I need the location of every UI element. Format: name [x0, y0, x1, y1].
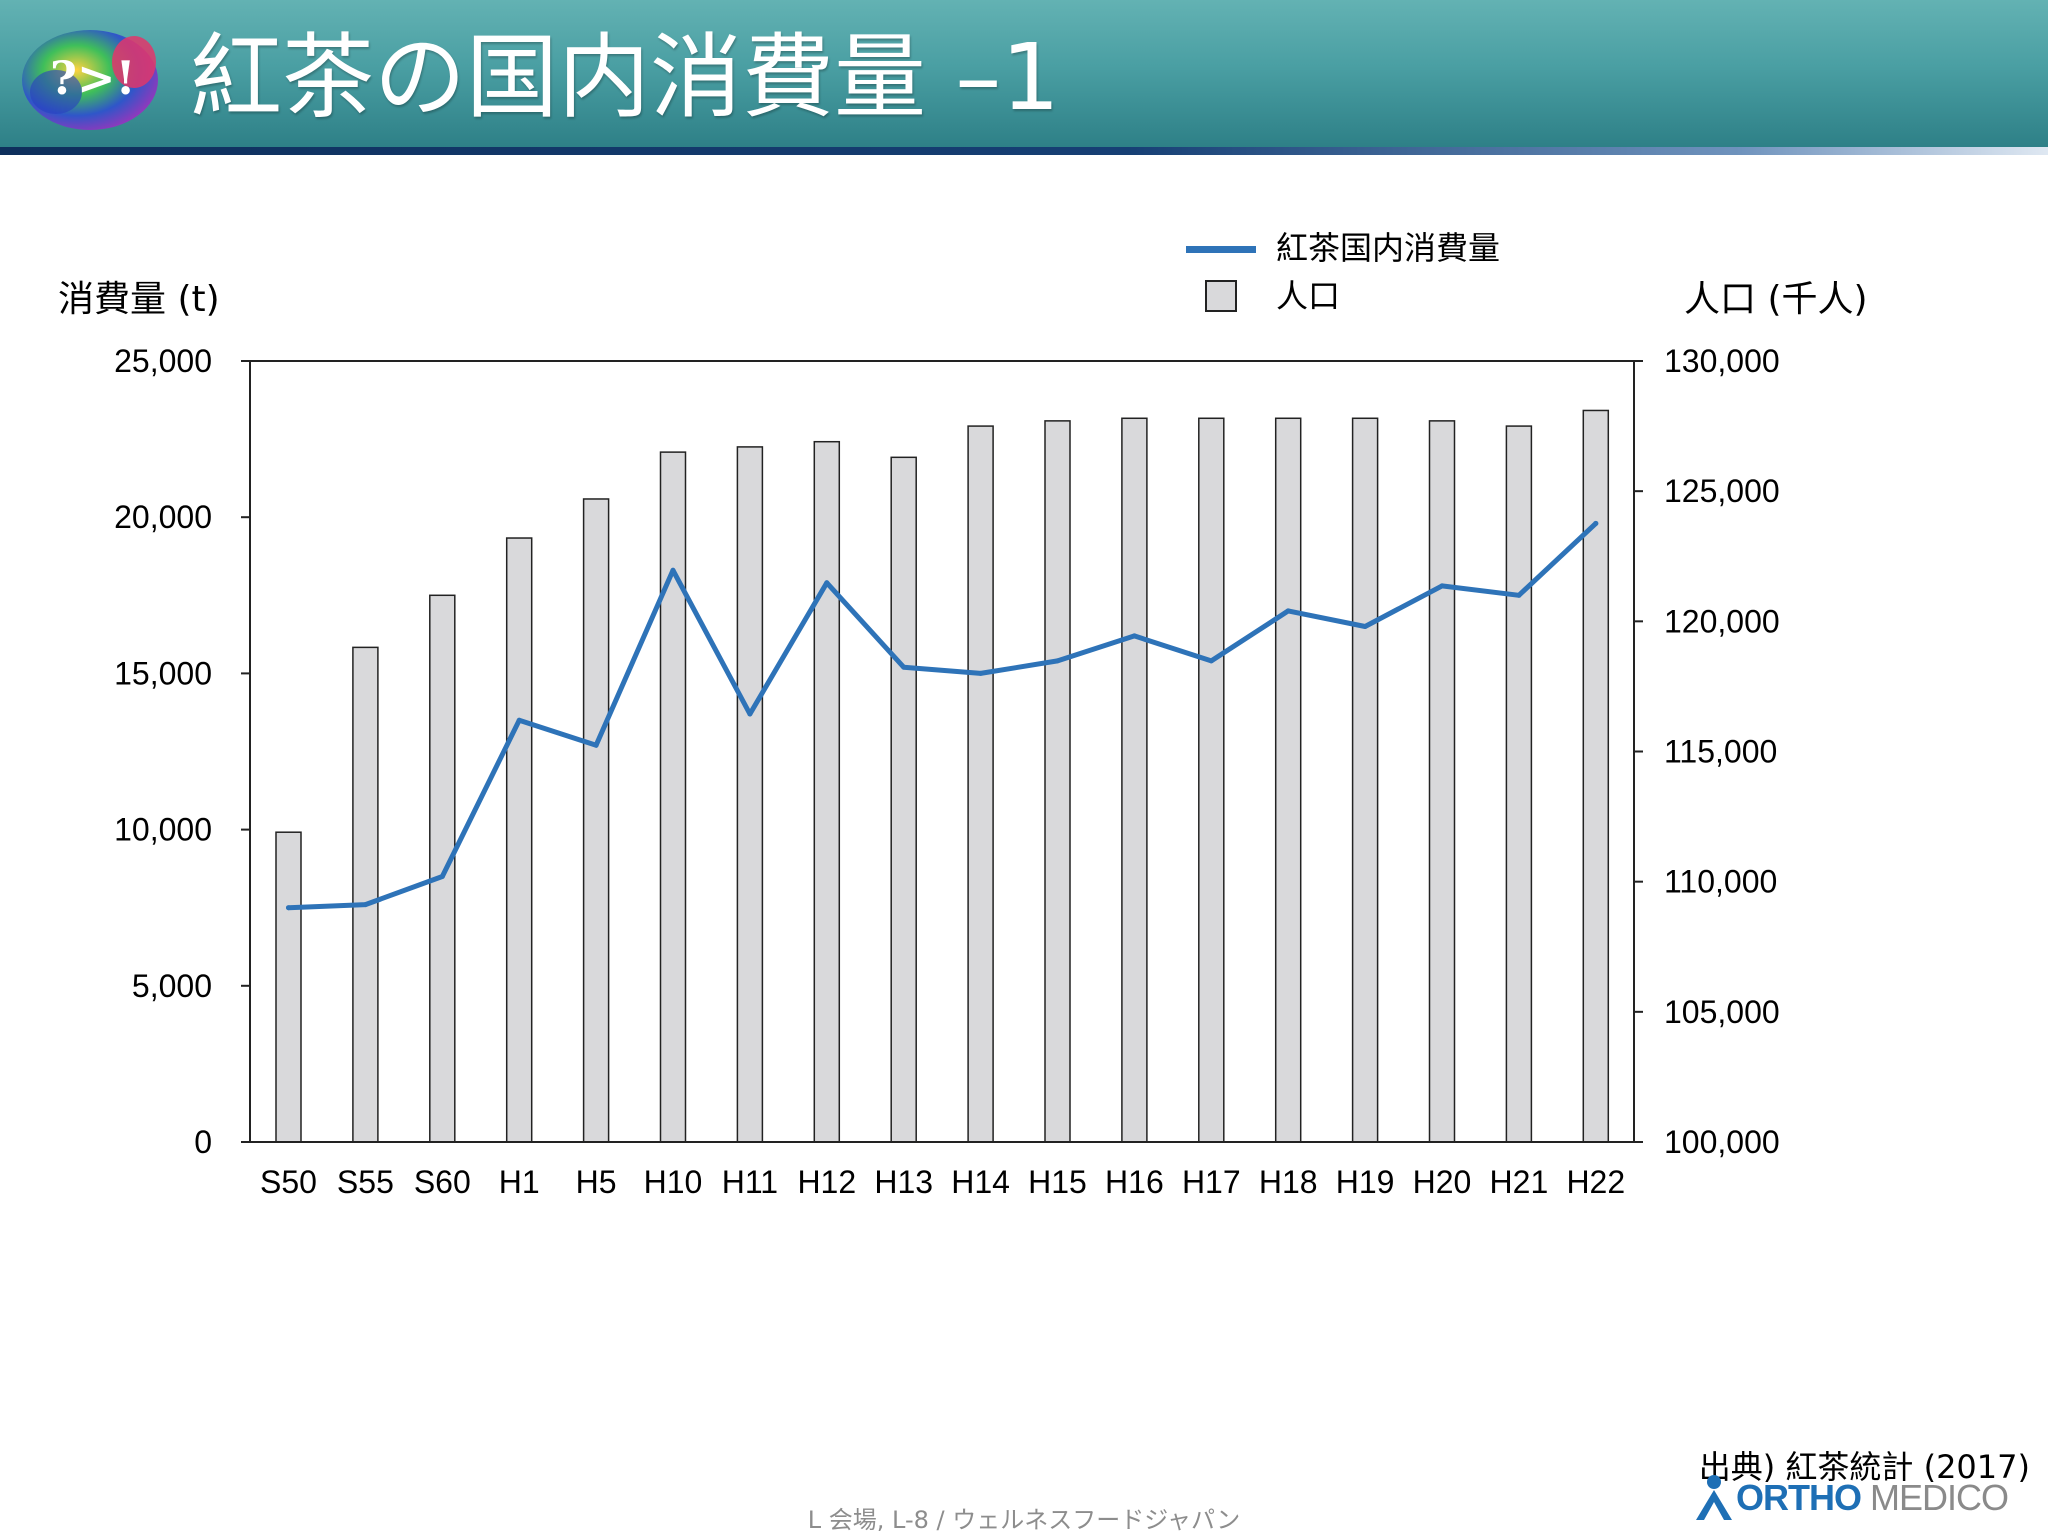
x-tick-label-S55: S55	[337, 1164, 394, 1200]
y-tick-label-right: 115,000	[1664, 734, 1777, 770]
y-tick-label-right: 130,000	[1664, 343, 1780, 379]
y-axis-label-right: 人口 (千人)	[1684, 279, 1868, 320]
x-tick-label-H21: H21	[1490, 1164, 1549, 1200]
point-consumption-H21	[1516, 592, 1522, 598]
bar-population-H21	[1505, 425, 1533, 1143]
point-consumption-H22	[1593, 520, 1599, 526]
legend-label-population: 人口	[1276, 277, 1341, 315]
bar-population-S60	[429, 594, 456, 1143]
point-consumption-H20	[1439, 583, 1445, 589]
bar-population-H16	[1121, 417, 1148, 1143]
bar-population-S55	[352, 646, 379, 1143]
x-tick-label-H10: H10	[644, 1164, 703, 1200]
point-consumption-S55	[362, 902, 368, 908]
point-consumption-H10	[670, 567, 676, 573]
brand-name-part2: MEDICO	[1861, 1477, 2009, 1518]
title-bar	[0, 0, 2048, 147]
brand-name-part1: ORTHO	[1736, 1477, 1862, 1518]
legend-item-consumption: 紅茶国内消費量	[1180, 226, 1560, 270]
point-consumption-H18	[1285, 608, 1291, 614]
y-tick-label-left: 0	[194, 1124, 212, 1160]
title-underline	[0, 147, 2048, 155]
bar-population-H18	[1274, 417, 1302, 1143]
y-tick-label-left: 15,000	[114, 655, 212, 691]
brand-name: ORTHO MEDICO	[1736, 1476, 2009, 1520]
y-tick-label-right: 105,000	[1664, 994, 1780, 1030]
y-tick-label-right: 110,000	[1664, 864, 1777, 900]
point-consumption-H13	[901, 664, 907, 670]
x-tick-label-H16: H16	[1105, 1164, 1164, 1200]
bar-population-H5	[582, 498, 610, 1143]
bars-layer	[275, 409, 1610, 1143]
point-consumption-H19	[1362, 624, 1368, 630]
bar-population-H13	[890, 456, 917, 1143]
y-tick-label-left: 25,000	[114, 343, 212, 379]
bar-population-H10	[659, 451, 687, 1143]
x-tick-label-H19: H19	[1336, 1164, 1395, 1200]
legend-label-consumption: 紅茶国内消費量	[1276, 229, 1501, 267]
point-consumption-H5	[593, 742, 599, 748]
bar-population-H12	[813, 440, 841, 1143]
point-consumption-H11	[747, 711, 753, 717]
point-consumption-H14	[978, 670, 984, 676]
point-consumption-H1	[516, 717, 522, 723]
x-tick-label-S50: S50	[260, 1164, 317, 1200]
bar-population-H20	[1428, 420, 1456, 1143]
x-tick-label-S60: S60	[414, 1164, 471, 1200]
legend-box-swatch	[1205, 280, 1237, 312]
point-consumption-H16	[1131, 633, 1137, 639]
logo-icon: ?>!	[22, 30, 158, 130]
point-consumption-H17	[1208, 658, 1214, 664]
bar-population-H17	[1198, 417, 1225, 1143]
logo-text: ?>!	[50, 51, 136, 105]
legend-line-swatch	[1186, 246, 1256, 253]
x-tick-label-H12: H12	[797, 1164, 856, 1200]
x-tick-label-H15: H15	[1028, 1164, 1087, 1200]
y-tick-label-right: 120,000	[1664, 603, 1780, 639]
bar-population-H1	[505, 537, 533, 1143]
x-tick-label-H5: H5	[576, 1164, 617, 1200]
bar-population-H15	[1044, 420, 1071, 1143]
page-title: 紅茶の国内消費量 –1	[190, 24, 1060, 131]
plot-frame	[249, 360, 1635, 1143]
brand-person-icon	[1696, 1475, 1732, 1520]
bar-population-H11	[736, 446, 764, 1143]
y-tick-label-right: 100,000	[1664, 1124, 1780, 1160]
x-tick-label-H18: H18	[1259, 1164, 1318, 1200]
y-axis-label-left: 消費量 (t)	[58, 279, 220, 320]
bar-population-S50	[275, 831, 302, 1143]
x-tick-label-H20: H20	[1413, 1164, 1472, 1200]
x-tick-label-H11: H11	[722, 1164, 778, 1200]
axis-layer: 0 5,000 10,000 15,000 20,000 25,000 100,000 105…	[114, 343, 1780, 1200]
point-consumption-H15	[1055, 658, 1060, 664]
x-tick-label-H22: H22	[1566, 1164, 1625, 1200]
source-note: 出典) 紅茶統計 (2017)	[1698, 1448, 2030, 1486]
point-consumption-S50	[286, 905, 291, 911]
y-tick-label-right: 125,000	[1664, 473, 1780, 509]
x-tick-label-H1: H1	[499, 1164, 540, 1200]
line-consumption	[286, 520, 1599, 911]
x-tick-label-H14: H14	[951, 1164, 1010, 1200]
point-consumption-S60	[439, 873, 445, 879]
x-tick-label-H17: H17	[1182, 1164, 1241, 1200]
x-tick-label-H13: H13	[874, 1164, 933, 1200]
bar-population-H19	[1351, 417, 1379, 1143]
y-tick-label-left: 20,000	[114, 499, 212, 535]
point-consumption-H12	[824, 580, 830, 586]
y-tick-label-left: 5,000	[132, 968, 212, 1004]
brand-logo: ORTHO MEDICO	[1690, 1474, 2030, 1524]
footer-caption: L 会場, L-8 / ウェルネスフードジャパン	[807, 1506, 1241, 1534]
line-layer	[286, 520, 1599, 911]
bar-population-H14	[967, 425, 994, 1143]
legend-item-population: 人口	[1180, 274, 1560, 318]
bar-population-H22	[1582, 409, 1610, 1143]
chart-legend: 紅茶国内消費量 人口	[1180, 226, 1560, 322]
y-tick-label-left: 10,000	[114, 812, 212, 848]
